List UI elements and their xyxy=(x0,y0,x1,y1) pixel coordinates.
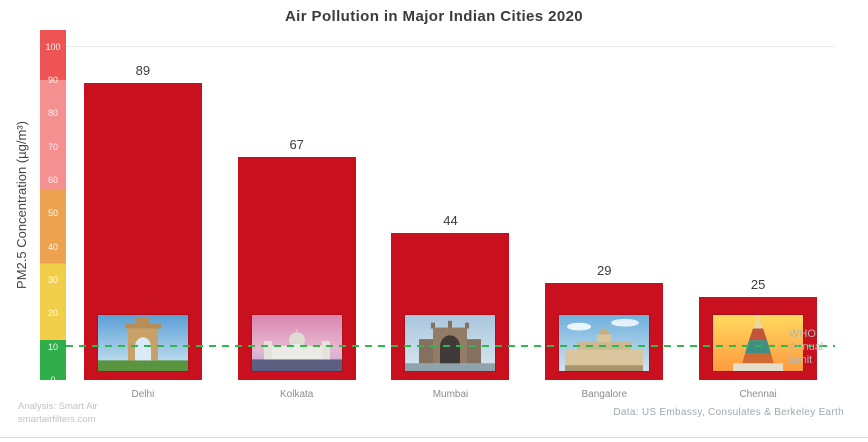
city-label: Delhi xyxy=(131,389,155,400)
bar-mumbai xyxy=(391,233,510,380)
bar-kolkata xyxy=(237,156,356,380)
y-axis-title: PM2.5 Concentration (µg/m³) xyxy=(14,121,29,289)
city-label: Kolkata xyxy=(280,389,314,400)
y-tick: 80 xyxy=(47,108,58,119)
analysis-credit: Analysis: Smart Air smartairfilters.com xyxy=(18,400,98,426)
analysis-website: smartairfilters.com xyxy=(18,414,96,425)
bar-slot-bangalore: 29 Bangalore xyxy=(527,30,681,400)
bar-value-label: 44 xyxy=(443,213,458,229)
y-tick: 40 xyxy=(47,241,58,252)
bar-bangalore xyxy=(545,283,664,380)
who-limit-label: WHO Annual Limit xyxy=(789,327,824,366)
bar-slot-delhi: 89 Delhi xyxy=(66,30,220,400)
gateway-of-india-photo xyxy=(404,314,497,372)
bar-slot-chennai: 25 Chennai xyxy=(681,30,835,400)
bar-slot-mumbai: 44 Mumbai xyxy=(374,30,528,400)
kapaleeshwarar-temple-photo xyxy=(712,314,805,372)
analysis-line: Analysis: Smart Air xyxy=(18,401,98,412)
victoria-memorial-photo xyxy=(250,314,343,372)
india-gate-photo xyxy=(96,314,189,372)
city-label: Chennai xyxy=(739,389,777,400)
y-tick: 100 xyxy=(45,41,61,52)
plot-area: WHO Annual Limit 89 Delhi 67 Kolkata 44 Mumba… xyxy=(66,30,835,400)
y-tick: 70 xyxy=(47,141,58,152)
bar-value-label: 89 xyxy=(135,63,151,79)
gridline xyxy=(66,45,835,47)
y-tick: 0 xyxy=(50,375,56,385)
y-tick: 10 xyxy=(47,341,58,352)
who-limit-line xyxy=(66,344,835,347)
bar-slot-kolkata: 67 Kolkata xyxy=(220,30,374,400)
y-tick: 50 xyxy=(47,208,58,219)
city-label: Mumbai xyxy=(432,389,469,400)
y-tick: 20 xyxy=(47,308,58,319)
y-tick: 60 xyxy=(47,175,58,185)
data-source: Data: US Embassy, Consulates & Berkeley … xyxy=(613,407,844,418)
y-axis-color-scale: 0 10 20 30 40 50 60 70 80 90 100 xyxy=(40,30,66,385)
bar-value-label: 25 xyxy=(750,276,766,292)
chart-title: Air Pollution in Major Indian Cities 202… xyxy=(284,8,584,25)
bar-chennai xyxy=(699,296,818,380)
y-tick: 90 xyxy=(47,75,58,85)
bar-value-label: 29 xyxy=(597,263,612,279)
bar-delhi xyxy=(83,83,202,380)
city-label: Bangalore xyxy=(581,389,628,400)
bar-value-label: 67 xyxy=(289,136,304,152)
bottom-divider xyxy=(0,437,868,438)
vidhana-soudha-photo xyxy=(558,314,651,372)
y-tick: 30 xyxy=(47,275,58,285)
